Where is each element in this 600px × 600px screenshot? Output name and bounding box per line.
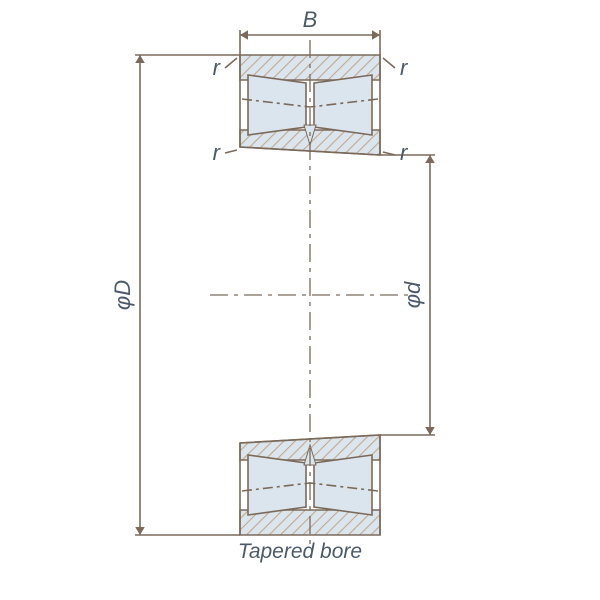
svg-text:B: B [303, 7, 318, 32]
caption-text: Tapered bore [0, 540, 600, 564]
svg-text:r: r [400, 55, 409, 80]
svg-text:φd: φd [400, 281, 425, 308]
svg-text:φD: φD [110, 280, 135, 310]
svg-text:r: r [213, 140, 222, 165]
svg-text:r: r [400, 140, 409, 165]
bearing-diagram: BφD φd r r r r [0, 0, 600, 600]
svg-text:r: r [213, 55, 222, 80]
